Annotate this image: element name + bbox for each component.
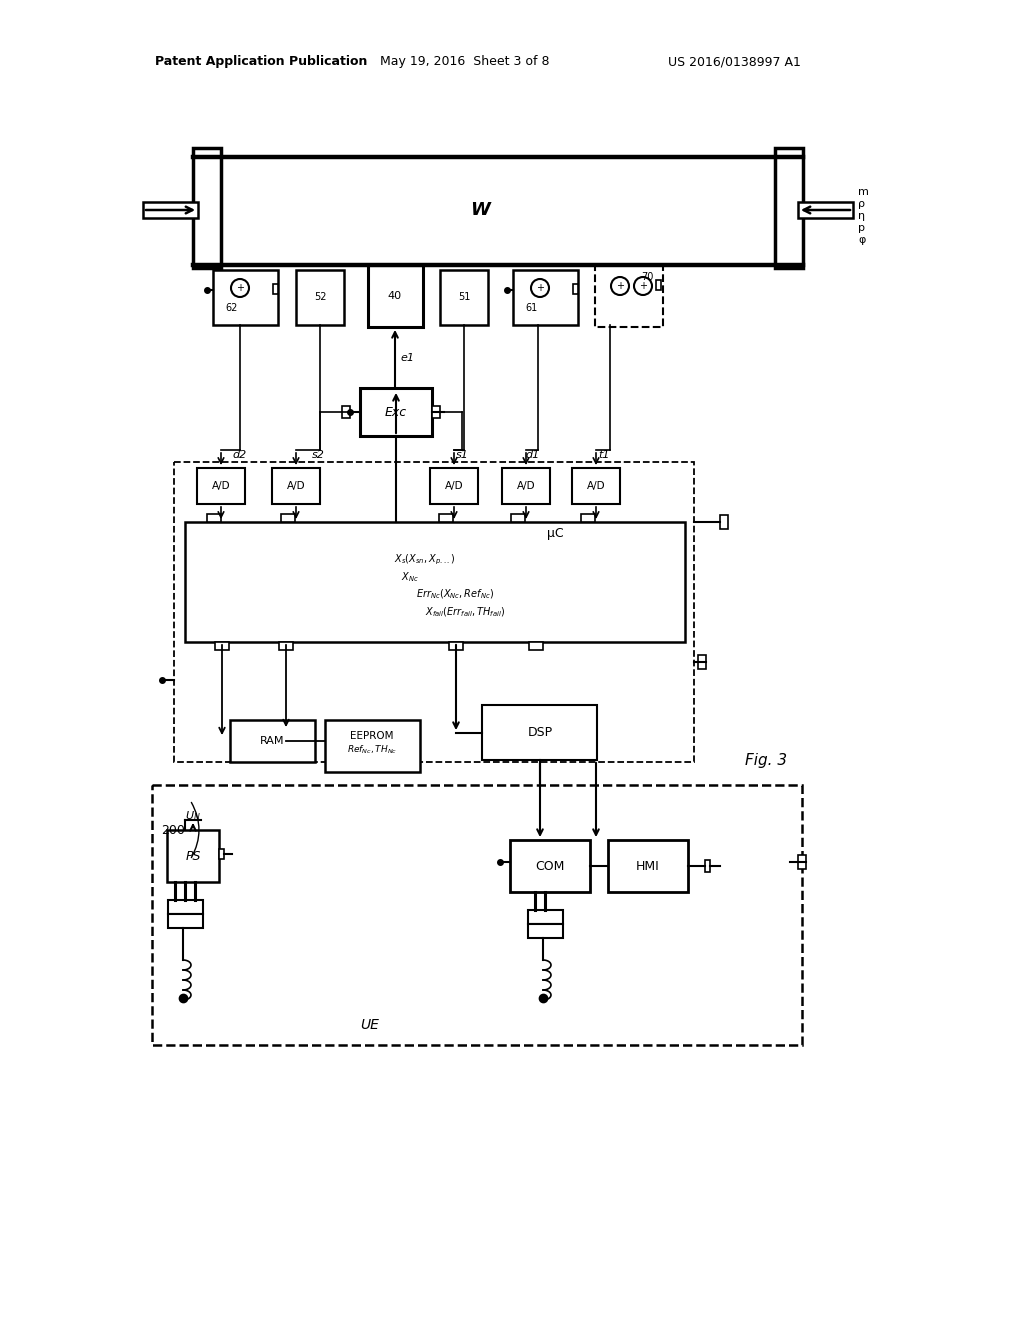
Bar [279, 642, 293, 649]
Bar [581, 513, 595, 521]
Bar [325, 719, 420, 772]
Text: 62: 62 [226, 304, 239, 313]
Circle shape [231, 279, 249, 297]
Bar [197, 469, 245, 504]
Bar [281, 513, 295, 521]
Bar [529, 642, 543, 649]
Text: ρ: ρ [858, 199, 865, 209]
Text: W: W [470, 201, 489, 219]
Bar [573, 284, 578, 294]
Bar [608, 840, 688, 892]
Circle shape [611, 277, 629, 294]
Bar [775, 148, 803, 268]
Bar [230, 719, 315, 762]
Bar [168, 913, 203, 928]
Text: µC: µC [547, 528, 563, 540]
Text: Exc: Exc [385, 405, 408, 418]
Circle shape [634, 277, 652, 294]
Bar [342, 407, 350, 418]
Text: A/D: A/D [287, 480, 305, 491]
Text: US 2016/0138997 A1: US 2016/0138997 A1 [668, 55, 801, 69]
Circle shape [531, 279, 549, 297]
Bar [215, 642, 229, 649]
Text: s1: s1 [456, 450, 468, 459]
Bar [368, 265, 423, 327]
Bar [798, 855, 806, 869]
Text: $U_N$: $U_N$ [185, 809, 201, 822]
Text: d1: d1 [526, 450, 540, 459]
Bar [167, 830, 219, 882]
Text: +: + [639, 281, 647, 290]
Text: 70: 70 [641, 272, 653, 282]
Text: A/D: A/D [517, 480, 536, 491]
Text: COM: COM [536, 859, 564, 873]
Bar [510, 840, 590, 892]
Text: 52: 52 [313, 292, 327, 302]
Bar [595, 265, 663, 327]
Text: Fig. 3: Fig. 3 [745, 752, 787, 767]
Text: 51: 51 [458, 292, 470, 302]
Bar [207, 513, 221, 521]
Bar [482, 705, 597, 760]
Bar [656, 280, 662, 290]
Bar [432, 407, 440, 418]
Text: EEPROM: EEPROM [350, 731, 394, 741]
Bar [440, 271, 488, 325]
Bar [219, 849, 224, 859]
Text: p: p [858, 223, 865, 234]
Text: $X_s(X_{sn}, X_{p...})$: $X_s(X_{sn}, X_{p...})$ [394, 553, 456, 568]
Bar [143, 202, 198, 218]
Bar [798, 202, 853, 218]
Bar [168, 900, 203, 913]
Text: $X_{fail}(Err_{fail}, TH_{fail})$: $X_{fail}(Err_{fail}, TH_{fail})$ [425, 605, 505, 619]
Text: $Err_{Nc}(X_{Nc}, Ref_{Nc})$: $Err_{Nc}(X_{Nc}, Ref_{Nc})$ [416, 587, 495, 601]
Bar [705, 861, 710, 873]
Text: +: + [616, 281, 624, 290]
Bar [296, 271, 344, 325]
Text: $X_{Nc}$: $X_{Nc}$ [401, 570, 419, 583]
Text: A/D: A/D [444, 480, 463, 491]
Bar [528, 924, 563, 939]
Bar [449, 642, 463, 649]
Text: RAM: RAM [260, 737, 285, 746]
Text: A/D: A/D [212, 480, 230, 491]
Bar [528, 909, 563, 924]
Bar [439, 513, 453, 521]
Bar [698, 655, 706, 669]
Text: s2: s2 [311, 450, 325, 459]
Text: m: m [858, 187, 869, 197]
Bar [572, 469, 620, 504]
Text: η: η [858, 211, 865, 220]
Text: 61: 61 [526, 304, 539, 313]
Bar [185, 521, 685, 642]
Bar [720, 515, 728, 529]
Bar [273, 284, 278, 294]
Text: UE: UE [360, 1018, 380, 1032]
Bar [152, 785, 802, 1045]
Text: Patent Application Publication: Patent Application Publication [155, 55, 368, 69]
Text: A/D: A/D [587, 480, 605, 491]
Bar [272, 469, 319, 504]
Text: HMI: HMI [636, 859, 659, 873]
Bar [193, 148, 221, 268]
Text: May 19, 2016  Sheet 3 of 8: May 19, 2016 Sheet 3 of 8 [380, 55, 550, 69]
Bar [174, 462, 694, 762]
Bar [511, 513, 525, 521]
Text: 200: 200 [161, 824, 185, 837]
Bar [430, 469, 478, 504]
Text: d2: d2 [232, 450, 247, 459]
Bar [213, 271, 278, 325]
Text: +: + [236, 282, 244, 293]
Text: +: + [536, 282, 544, 293]
Bar [502, 469, 550, 504]
Text: e1: e1 [400, 352, 414, 363]
Text: φ: φ [858, 235, 865, 246]
Text: PS: PS [185, 850, 201, 862]
Bar [513, 271, 578, 325]
Text: 40: 40 [388, 290, 402, 301]
Text: $Ref_{Nc}, TH_{Nc}$: $Ref_{Nc}, TH_{Nc}$ [347, 743, 397, 756]
Text: DSP: DSP [527, 726, 553, 739]
Bar [360, 388, 432, 436]
Text: t1: t1 [598, 450, 609, 459]
